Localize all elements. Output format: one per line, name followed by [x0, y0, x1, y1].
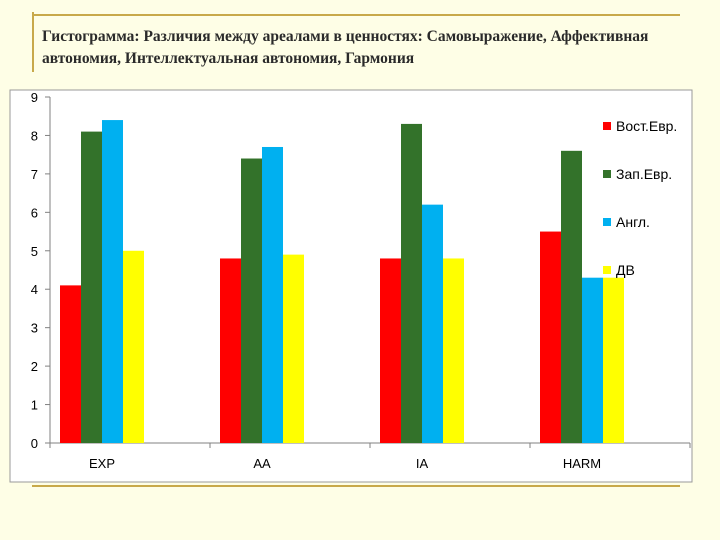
legend-swatch	[603, 266, 611, 274]
legend: Вост.Евр. Зап.Евр. Англ. ДВ	[603, 118, 677, 278]
bar	[540, 231, 561, 443]
bar	[422, 204, 443, 443]
x-tick-label: HARM	[563, 456, 601, 471]
legend-swatch	[603, 218, 611, 226]
legend-swatch	[603, 122, 611, 130]
legend-label: ДВ	[616, 262, 635, 278]
y-tick-label: 5	[31, 244, 38, 259]
y-tick-label: 6	[31, 205, 38, 220]
bar	[241, 158, 262, 443]
bar	[123, 250, 144, 443]
decorative-line-vertical	[32, 12, 34, 72]
legend-label: Вост.Евр.	[616, 118, 677, 134]
y-tick-label: 0	[31, 436, 38, 451]
slide-title: Гистограмма: Различия между ареалами в ц…	[42, 28, 649, 67]
y-tick-label: 9	[31, 90, 38, 105]
bar	[60, 285, 81, 443]
y-tick-label: 2	[31, 359, 38, 374]
y-tick-label: 8	[31, 128, 38, 143]
plot-area: 0 1 2 3 4 5 6 7 8 9 EXP AA IA HARM	[31, 90, 691, 471]
bar	[443, 258, 464, 443]
legend-label: Зап.Евр.	[616, 166, 672, 182]
bar	[102, 120, 123, 444]
y-tick-label: 4	[31, 282, 38, 297]
decorative-line-top	[32, 14, 680, 16]
y-tick-label: 7	[31, 167, 38, 182]
x-tick-label: IA	[416, 456, 429, 471]
decorative-line-bottom	[32, 485, 680, 487]
bar	[220, 258, 241, 443]
bar	[283, 254, 304, 443]
bar	[582, 277, 603, 443]
bar	[262, 146, 283, 443]
legend-swatch	[603, 170, 611, 178]
y-tick-label: 3	[31, 321, 38, 336]
legend-label: Англ.	[616, 214, 650, 230]
y-tick-label: 1	[31, 398, 38, 413]
bar	[380, 258, 401, 443]
bar	[603, 277, 624, 443]
x-tick-label: AA	[253, 456, 271, 471]
bar	[81, 131, 102, 443]
bar	[401, 123, 422, 444]
x-tick-label: EXP	[89, 456, 115, 471]
bar	[561, 150, 582, 444]
